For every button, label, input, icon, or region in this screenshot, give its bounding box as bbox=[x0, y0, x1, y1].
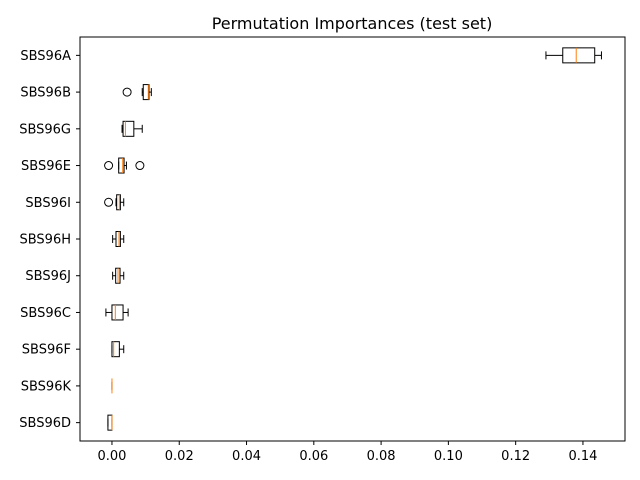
box-SBS96D bbox=[107, 414, 113, 431]
box-SBS96H bbox=[115, 231, 121, 247]
chart-title: Permutation Importances (test set) bbox=[212, 14, 493, 33]
plot-area: 0.00 0.02 0.04 0.06 0.08 0.10 0.12 0.14 SBS96A SB… bbox=[19, 36, 626, 464]
flier-point bbox=[135, 161, 145, 171]
x-tick-label: 0.04 bbox=[232, 449, 261, 464]
box-SBS96A bbox=[562, 47, 596, 64]
y-tick-label: SBS96D bbox=[19, 416, 71, 431]
box-SBS96B bbox=[142, 84, 150, 101]
y-tick-label: SBS96B bbox=[20, 86, 71, 101]
box-SBS96E bbox=[118, 157, 125, 174]
flier-point bbox=[104, 197, 114, 207]
x-tick-label: 0.02 bbox=[165, 449, 194, 464]
x-tick-label: 0.12 bbox=[501, 449, 530, 464]
y-tick-label: SBS96I bbox=[25, 196, 71, 211]
box-SBS96C bbox=[111, 304, 124, 321]
y-tick-label: SBS96A bbox=[20, 49, 71, 64]
plot-frame bbox=[79, 36, 626, 442]
y-tick-label: SBS96J bbox=[25, 269, 71, 284]
box-SBS96G bbox=[122, 120, 135, 137]
box-SBS96F bbox=[111, 341, 120, 358]
x-tick-label: 0.08 bbox=[367, 449, 396, 464]
x-tick-label: 0.06 bbox=[299, 449, 328, 464]
box-SBS96I bbox=[116, 194, 121, 211]
y-tick-label: SBS96H bbox=[19, 233, 71, 248]
y-tick-label: SBS96E bbox=[21, 159, 71, 174]
flier-point bbox=[122, 87, 132, 97]
x-tick-label: 0.00 bbox=[97, 449, 126, 464]
x-tick-label: 0.10 bbox=[434, 449, 463, 464]
y-tick-label: SBS96F bbox=[22, 343, 71, 358]
y-tick-label: SBS96K bbox=[21, 379, 72, 394]
flier-point bbox=[104, 161, 114, 171]
y-tick-label: SBS96G bbox=[19, 122, 71, 137]
x-tick-label: 0.14 bbox=[568, 449, 597, 464]
y-tick-label: SBS96C bbox=[20, 306, 71, 321]
